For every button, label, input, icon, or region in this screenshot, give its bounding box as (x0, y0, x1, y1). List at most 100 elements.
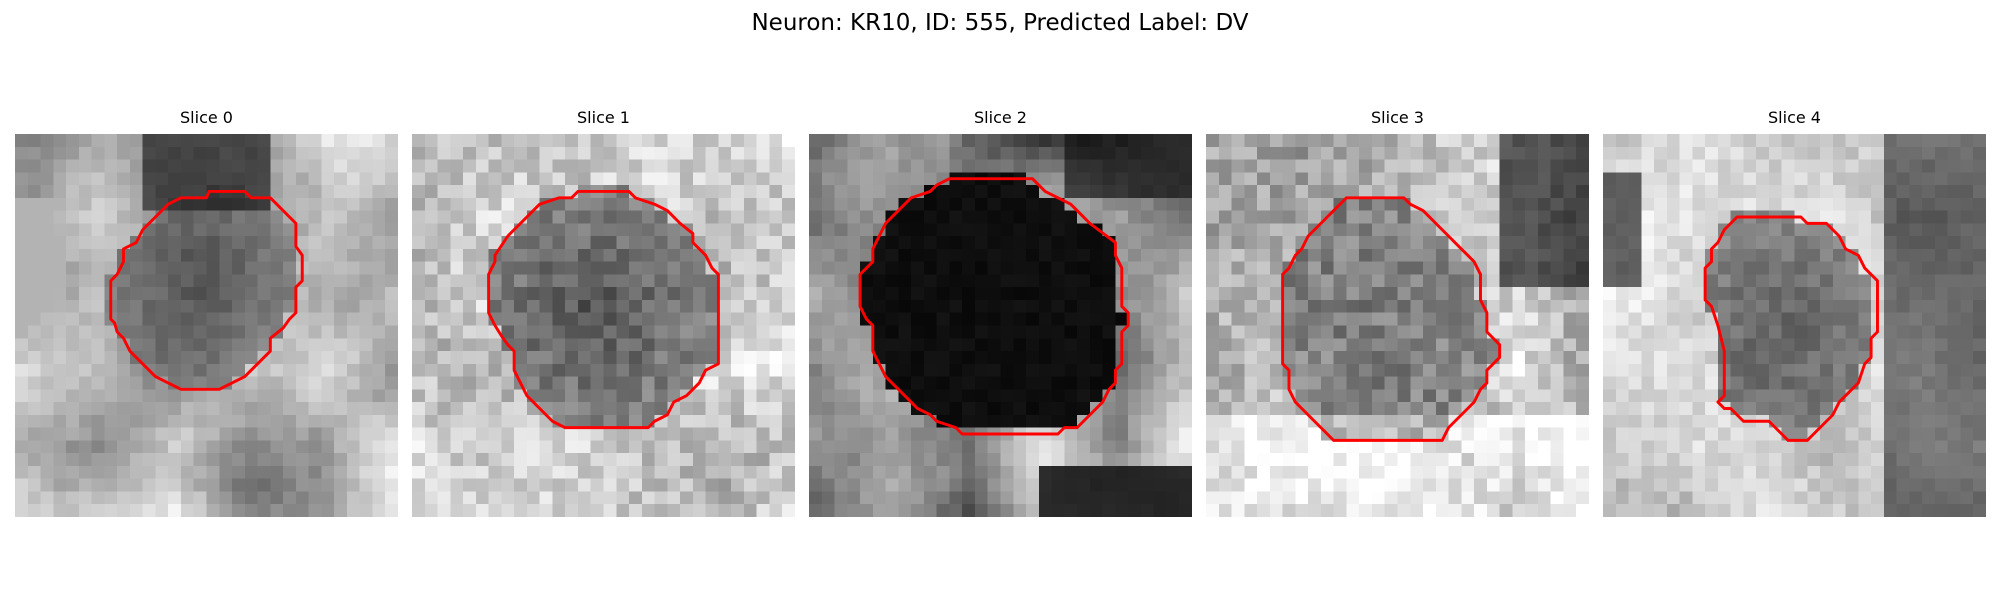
image-pixel (885, 134, 899, 148)
image-pixel (232, 223, 246, 237)
image-pixel (1960, 248, 1974, 262)
image-pixel (705, 299, 719, 313)
image-pixel (1550, 223, 1564, 237)
image-pixel (565, 389, 579, 403)
image-pixel (1973, 185, 1986, 199)
image-pixel (91, 287, 105, 301)
image-pixel (1692, 299, 1706, 313)
image-pixel (590, 453, 604, 467)
image-pixel (1909, 185, 1923, 199)
image-pixel (1871, 248, 1885, 262)
image-pixel (860, 414, 874, 428)
image-pixel (1051, 312, 1065, 326)
image-pixel (1909, 504, 1923, 517)
image-pixel (1140, 363, 1154, 377)
image-pixel (155, 236, 169, 250)
image-pixel (590, 491, 604, 505)
image-pixel (718, 363, 732, 377)
image-pixel (667, 236, 681, 250)
image-pixel (385, 389, 398, 403)
image-pixel (1781, 146, 1795, 160)
image-pixel (731, 210, 745, 224)
image-pixel (1051, 338, 1065, 352)
image-pixel (424, 223, 438, 237)
image-pixel (142, 465, 156, 479)
image-pixel (654, 402, 668, 416)
image-pixel (1269, 274, 1283, 288)
image-pixel (718, 159, 732, 173)
image-pixel (1947, 376, 1961, 390)
image-pixel (872, 299, 886, 313)
image-pixel (321, 440, 335, 454)
image-pixel (1947, 185, 1961, 199)
image-pixel (270, 376, 284, 390)
image-pixel (372, 440, 386, 454)
image-pixel (1947, 261, 1961, 275)
image-pixel (1563, 287, 1577, 301)
image-pixel (654, 236, 668, 250)
roi-contour (1281, 196, 1502, 442)
image-pixel (424, 338, 438, 352)
image-pixel (577, 440, 591, 454)
image-pixel (1371, 478, 1385, 492)
image-pixel (463, 274, 477, 288)
image-pixel (743, 248, 757, 262)
image-pixel (821, 146, 835, 160)
image-pixel (1064, 248, 1078, 262)
image-pixel (1666, 134, 1680, 148)
image-pixel (168, 236, 182, 250)
image-pixel (359, 465, 373, 479)
image-pixel (1845, 465, 1859, 479)
image-pixel (1064, 274, 1078, 288)
image-pixel (66, 504, 80, 517)
image-pixel (232, 172, 246, 186)
image-pixel (1666, 146, 1680, 160)
image-pixel (1563, 223, 1577, 237)
image-pixel (680, 440, 694, 454)
image-pixel (1038, 159, 1052, 173)
image-pixel (1768, 197, 1782, 211)
image-pixel (834, 248, 848, 262)
image-pixel (1525, 478, 1539, 492)
image-pixel (577, 427, 591, 441)
image-pixel (117, 389, 131, 403)
image-pixel (1692, 491, 1706, 505)
image-pixel (1947, 236, 1961, 250)
image-pixel (1077, 389, 1091, 403)
image-pixel (1013, 299, 1027, 313)
image-pixel (1628, 414, 1642, 428)
image-pixel (129, 197, 143, 211)
image-pixel (872, 338, 886, 352)
image-pixel (1282, 325, 1296, 339)
image-pixel (193, 159, 207, 173)
image-pixel (654, 261, 668, 275)
image-pixel (168, 325, 182, 339)
image-pixel (1282, 185, 1296, 199)
image-pixel (809, 402, 823, 416)
image-pixel (1896, 261, 1910, 275)
image-pixel (923, 274, 937, 288)
image-pixel (1947, 159, 1961, 173)
image-pixel (962, 389, 976, 403)
image-pixel (1166, 478, 1180, 492)
image-pixel (501, 491, 515, 505)
image-pixel (1794, 453, 1808, 467)
image-pixel (1947, 465, 1961, 479)
image-pixel (1934, 351, 1948, 365)
image-pixel (1537, 236, 1551, 250)
image-pixel (809, 325, 823, 339)
image-pixel (1858, 389, 1872, 403)
image-pixel (834, 223, 848, 237)
image-pixel (193, 287, 207, 301)
image-pixel (1038, 376, 1052, 390)
image-pixel (1064, 465, 1078, 479)
image-pixel (1973, 414, 1986, 428)
image-pixel (1244, 248, 1258, 262)
image-pixel (616, 210, 630, 224)
image-pixel (629, 261, 643, 275)
image-pixel (142, 351, 156, 365)
image-pixel (1666, 453, 1680, 467)
image-pixel (667, 312, 681, 326)
image-pixel (526, 210, 540, 224)
image-pixel (1871, 363, 1885, 377)
